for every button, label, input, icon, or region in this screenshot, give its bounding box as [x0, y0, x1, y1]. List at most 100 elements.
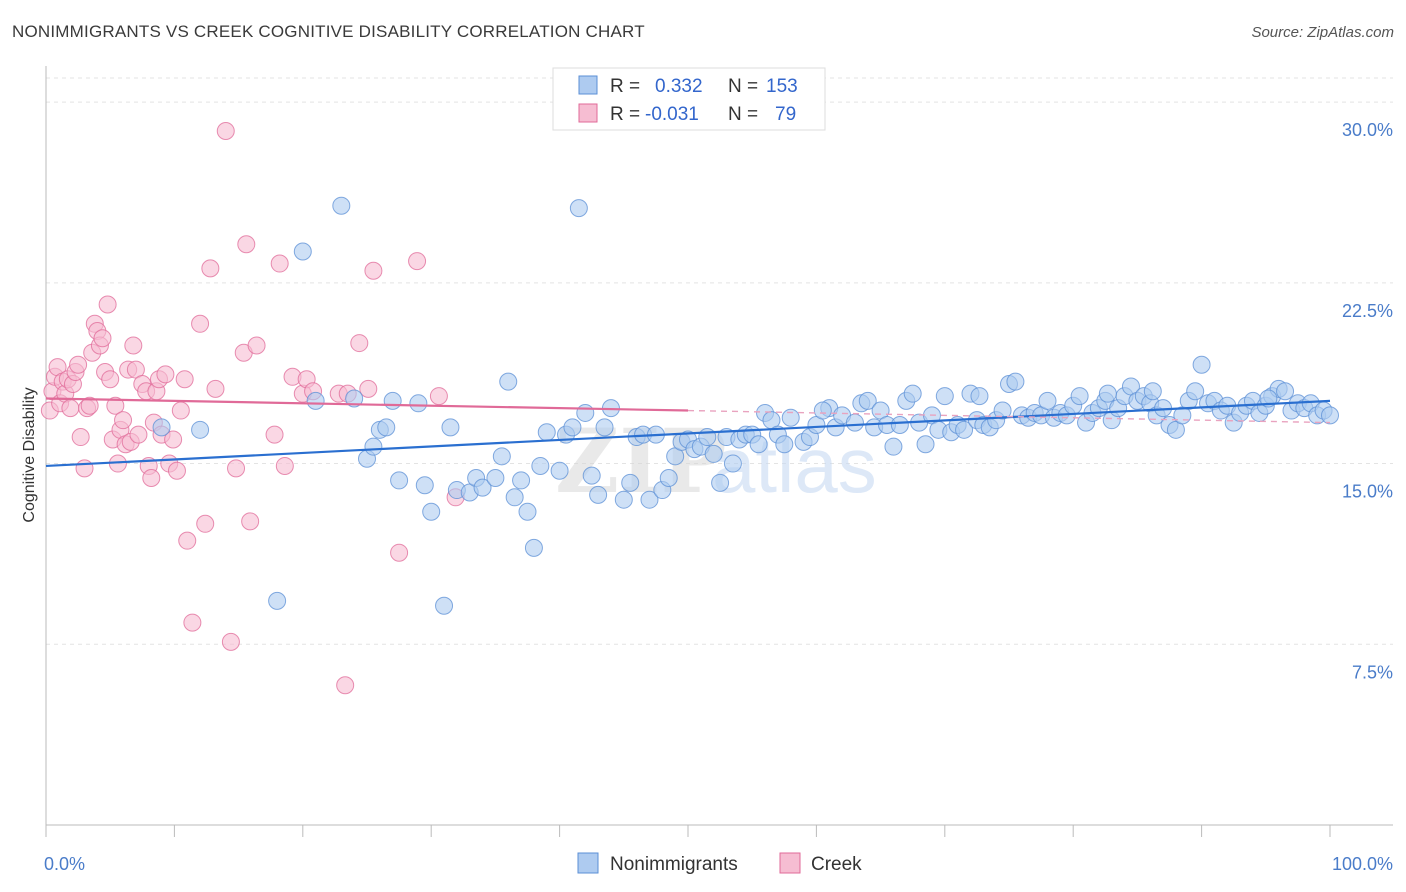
svg-text:R =: R =: [610, 76, 640, 97]
x-tick-label-max: 100.0%: [1332, 854, 1393, 874]
nonimmigrants-point: [550, 461, 569, 480]
svg-text:R =: R =: [610, 104, 640, 125]
creek-point: [364, 261, 383, 280]
nonimmigrants-point: [858, 391, 877, 410]
top-legend: R = 0.332 N = 153 R = -0.031 N = 79: [552, 67, 826, 131]
creek-point: [216, 122, 235, 141]
source-label: Source: ZipAtlas.com: [1251, 24, 1394, 41]
nonimmigrants-point: [364, 437, 383, 456]
nonimmigrants-point: [955, 420, 974, 439]
nonimmigrants-point: [614, 490, 633, 509]
y-tick-label: 7.5%: [1352, 662, 1393, 682]
nonimmigrants-point: [422, 502, 441, 521]
legend-n-nonimmigrants: 153: [766, 76, 798, 97]
grid-lines: [46, 77, 1393, 645]
creek-point: [237, 235, 256, 254]
nonimmigrants-point: [749, 435, 768, 454]
nonimmigrants-point: [582, 466, 601, 485]
bottom-legend-swatch-nonimmigrants: [577, 852, 599, 874]
nonimmigrants-point: [1186, 382, 1205, 401]
nonimmigrants-point: [492, 447, 511, 466]
nonimmigrants-point: [1098, 384, 1117, 403]
nonimmigrants-point: [1143, 382, 1162, 401]
x-tick-label-min: 0.0%: [44, 854, 85, 874]
nonimmigrants-point: [473, 478, 492, 497]
nonimmigrants-point: [505, 488, 524, 507]
nonimmigrants-point: [191, 420, 210, 439]
nonimmigrants-point: [1321, 406, 1339, 425]
nonimmigrants-point: [723, 454, 742, 473]
axes: [45, 66, 1393, 837]
creek-trend-extension: [687, 409, 1331, 424]
creek-point: [75, 459, 94, 478]
creek-point: [129, 425, 148, 444]
legend-r-nonimmigrants: 0.332: [655, 76, 703, 97]
nonimmigrants-point: [531, 456, 550, 475]
nonimmigrants-point: [1070, 387, 1089, 406]
nonimmigrants-point: [993, 401, 1012, 420]
creek-point: [241, 512, 260, 531]
creek-point: [359, 379, 378, 398]
nonimmigrants-point: [781, 408, 800, 427]
nonimmigrants-point: [383, 391, 402, 410]
nonimmigrants-trend-line: [45, 399, 1331, 468]
nonimmigrants-point: [569, 199, 588, 218]
creek-point: [167, 461, 186, 480]
nonimmigrants-point: [970, 387, 989, 406]
creek-point: [183, 613, 202, 632]
legend-r-creek: -0.031: [645, 104, 699, 125]
nonimmigrants-point: [268, 591, 287, 610]
nonimmigrants-point: [499, 372, 518, 391]
nonimmigrants-points: [152, 196, 1339, 615]
creek-point: [336, 676, 355, 695]
nonimmigrants-point: [589, 485, 608, 504]
nonimmigrants-point: [845, 413, 864, 432]
nonimmigrants-point: [377, 418, 396, 437]
y-axis-label: Cognitive Disability: [21, 387, 38, 522]
creek-point: [270, 254, 289, 273]
creek-point: [201, 259, 220, 278]
nonimmigrants-point: [935, 387, 954, 406]
creek-trend-line: [45, 397, 689, 412]
creek-point: [93, 329, 112, 348]
trend-lines: [45, 397, 1331, 468]
legend-swatch-nonimmigrants: [578, 75, 598, 95]
tick-labels: 7.5% 15.0% 22.5% 30.0% 0.0% 100.0%: [44, 120, 1393, 874]
creek-point: [247, 336, 266, 355]
creek-point: [206, 379, 225, 398]
nonimmigrants-point: [152, 418, 171, 437]
nonimmigrants-point: [884, 437, 903, 456]
y-tick-label: 22.5%: [1342, 301, 1393, 321]
creek-point: [61, 399, 80, 418]
nonimmigrants-point: [640, 490, 659, 509]
watermark: ZIP atlas: [555, 409, 877, 513]
bottom-legend: Nonimmigrants Creek: [577, 852, 862, 875]
nonimmigrants-point: [409, 394, 428, 413]
nonimmigrants-point: [332, 196, 351, 215]
nonimmigrants-point: [813, 401, 832, 420]
creek-point: [196, 514, 215, 533]
nonimmigrants-point: [711, 473, 730, 492]
nonimmigrants-point: [916, 435, 935, 454]
nonimmigrants-point: [659, 469, 678, 488]
creek-point: [429, 387, 448, 406]
nonimmigrants-point: [595, 418, 614, 437]
nonimmigrants-point: [435, 596, 454, 615]
creek-point: [114, 411, 133, 430]
nonimmigrants-point: [293, 242, 312, 261]
creek-points: [40, 122, 465, 695]
nonimmigrants-point: [441, 418, 460, 437]
creek-point: [80, 396, 99, 415]
nonimmigrants-point: [621, 473, 640, 492]
creek-point: [156, 365, 175, 384]
nonimmigrants-point: [537, 423, 556, 442]
creek-point: [350, 334, 369, 353]
nonimmigrants-point: [486, 469, 505, 488]
creek-point: [265, 425, 284, 444]
creek-point: [142, 469, 161, 488]
nonimmigrants-point: [1192, 355, 1211, 374]
nonimmigrants-point: [524, 538, 543, 557]
nonimmigrants-point: [518, 502, 537, 521]
nonimmigrants-point: [390, 471, 409, 490]
